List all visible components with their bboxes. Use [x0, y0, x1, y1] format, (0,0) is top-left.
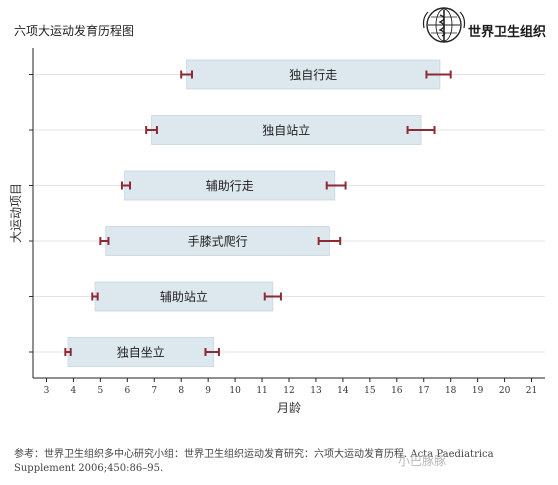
watermark-text: 小巴豚豚: [398, 454, 447, 468]
x-tick-label: 10: [229, 386, 241, 396]
reference-text: 参考：世界卫生组织多中心研究小组：世界卫生组织运动发育研究：六项大运动发育历程.…: [14, 448, 549, 476]
reference-line-2: Supplement 2006;450:86–95.: [14, 463, 164, 474]
milestone-chart: 3 4 5 6 7 8 9 10 11 12 13 14 15 16 17 18 19 20 21月龄大运动项目独自…: [9, 48, 545, 415]
reference-line-1: 参考：世界卫生组织多中心研究小组：世界卫生组织运动发育研究：六项大运动发育历程.…: [14, 449, 494, 460]
bar-label: 独自行走: [289, 68, 337, 82]
x-axis-label: 月龄: [277, 401, 301, 415]
x-tick-label: 12: [283, 386, 294, 396]
range-bar: [151, 115, 422, 145]
x-tick-label: 17: [418, 386, 430, 396]
x-tick-label: 5: [98, 386, 104, 396]
bar-label: 独自站立: [262, 123, 310, 138]
x-tick-label: 14: [337, 386, 349, 396]
x-tick-label: 11: [256, 386, 267, 396]
x-tick-label: 8: [178, 386, 184, 396]
range-bar: [67, 337, 214, 367]
x-tick-label: 6: [124, 386, 130, 396]
x-tick-label: 3: [44, 386, 50, 396]
x-tick-label: 13: [310, 386, 322, 396]
bar-label: 辅助行走: [206, 179, 254, 193]
who-emblem-icon: [422, 7, 466, 43]
x-tick-label: 4: [71, 386, 77, 396]
range-bar: [105, 226, 330, 256]
who-logo: [422, 7, 466, 43]
x-tick-label: 19: [472, 386, 484, 396]
x-tick-label: 20: [499, 386, 511, 396]
y-axis-label: 大运动项目: [9, 183, 23, 243]
chart-title: 六项大运动发育历程图: [14, 24, 135, 38]
bar-label: 独自坐立: [117, 345, 165, 360]
bar-label: 辅助站立: [160, 289, 208, 304]
bar-label: 手膝式爬行: [188, 235, 248, 249]
x-tick-label: 16: [391, 386, 403, 396]
x-tick-label: 21: [526, 386, 537, 396]
x-tick-label: 9: [205, 386, 211, 396]
range-bar: [94, 281, 274, 312]
x-tick-label: 15: [364, 386, 376, 396]
x-tick-label: 18: [445, 386, 457, 396]
x-tick-label: 7: [151, 386, 157, 396]
org-name: 世界卫生组织: [468, 25, 547, 40]
